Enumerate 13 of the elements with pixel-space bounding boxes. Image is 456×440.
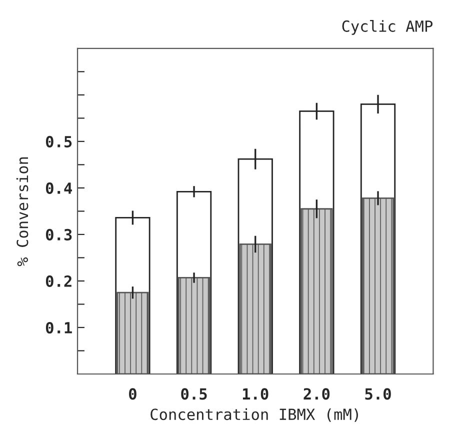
y-tick-label: 0.2 bbox=[46, 275, 72, 287]
x-axis-title: Concentration IBMX (mM) bbox=[150, 408, 358, 422]
y-axis-title: % Conversion bbox=[16, 157, 28, 266]
y-tick-label: 0.3 bbox=[46, 228, 72, 240]
x-tick-label: 0 bbox=[129, 388, 136, 400]
x-tick-label: 2.0 bbox=[304, 388, 330, 400]
x-tick-label: 5.0 bbox=[365, 388, 391, 400]
y-tick-label: 0.1 bbox=[46, 322, 72, 334]
x-tick-label: 1.0 bbox=[242, 388, 268, 400]
y-tick-label: 0.4 bbox=[46, 182, 72, 194]
chart-title: Cyclic AMP bbox=[342, 20, 433, 35]
y-tick-label: 0.5 bbox=[46, 136, 72, 148]
x-tick-label: 0.5 bbox=[181, 388, 207, 400]
